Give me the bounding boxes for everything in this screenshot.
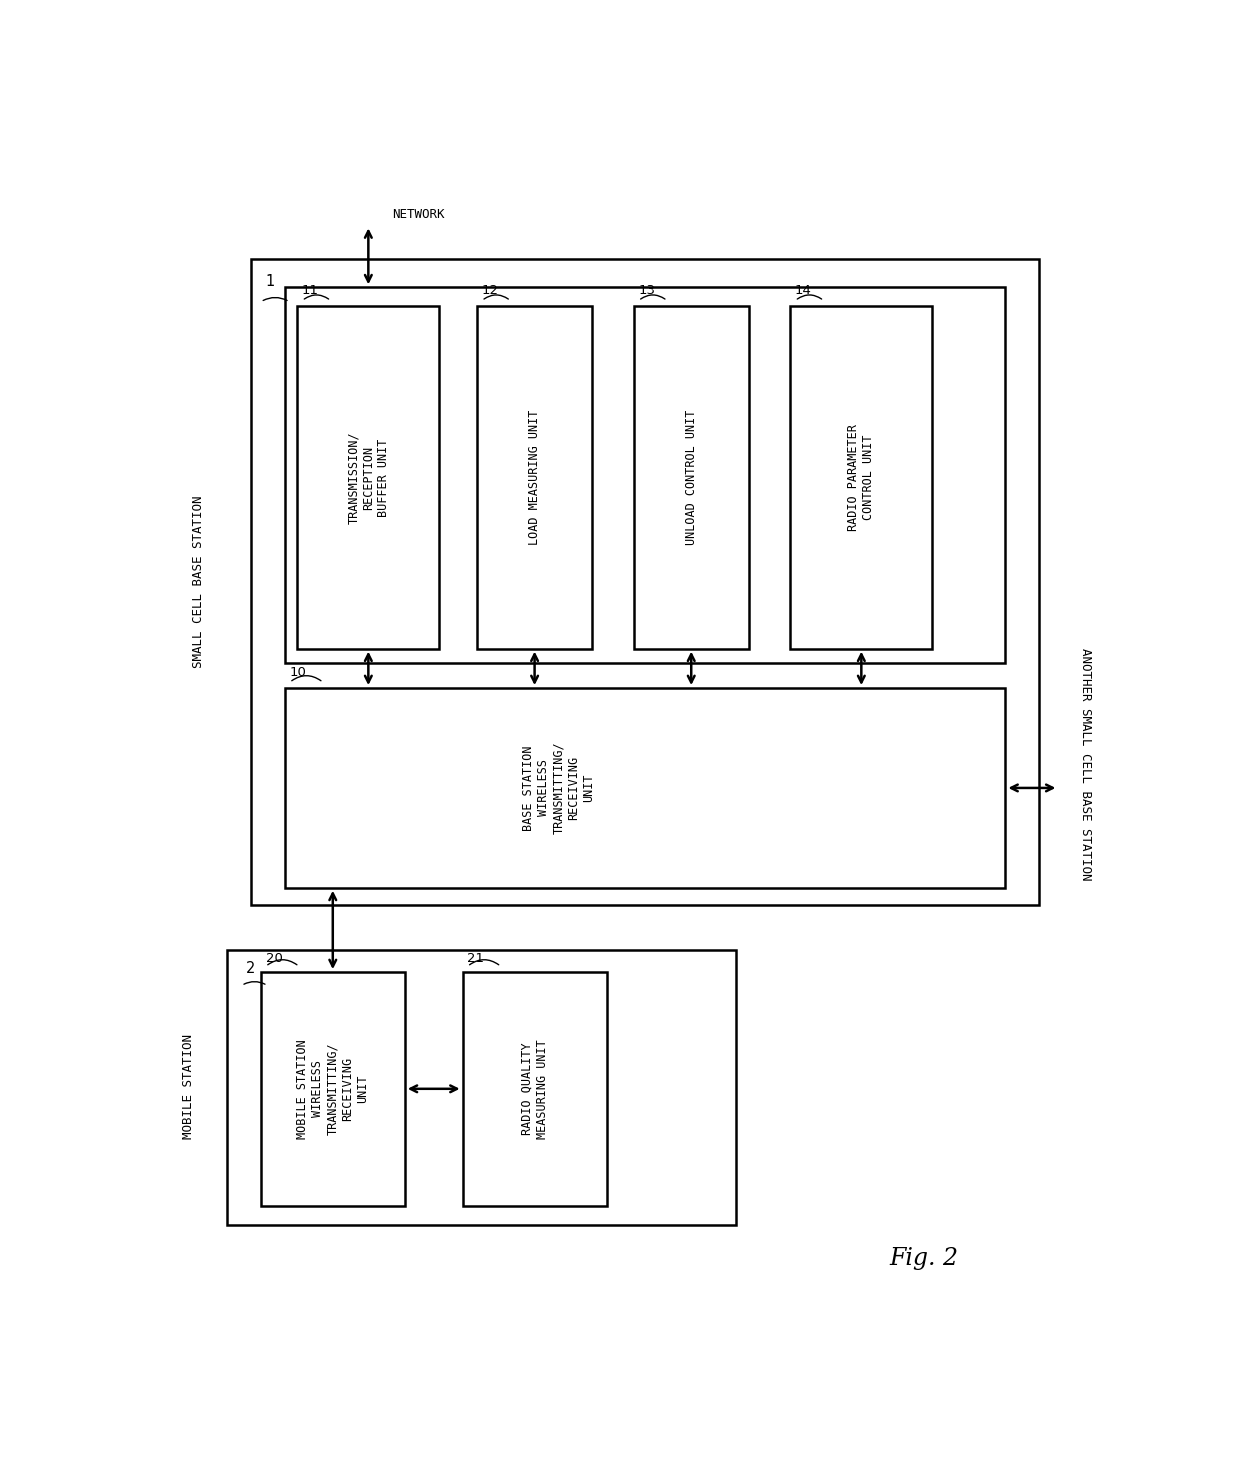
- Text: Fig. 2: Fig. 2: [889, 1247, 959, 1270]
- Text: LOAD MEASURING UNIT: LOAD MEASURING UNIT: [528, 410, 541, 545]
- Text: MOBILE STATION
WIRELESS
TRANSMITTING/
RECEIVING
UNIT: MOBILE STATION WIRELESS TRANSMITTING/ RE…: [296, 1040, 370, 1139]
- Text: RADIO QUALITY
MEASURING UNIT: RADIO QUALITY MEASURING UNIT: [521, 1040, 548, 1139]
- Bar: [285, 688, 1006, 888]
- Bar: [250, 260, 1039, 904]
- Text: 20: 20: [265, 952, 283, 965]
- Text: 1: 1: [265, 274, 275, 289]
- Text: SMALL CELL BASE STATION: SMALL CELL BASE STATION: [192, 496, 205, 668]
- Text: 12: 12: [481, 284, 498, 297]
- Text: 2: 2: [247, 961, 255, 975]
- Bar: [227, 949, 737, 1225]
- Bar: [285, 287, 1006, 663]
- Text: ANOTHER SMALL CELL BASE STATION: ANOTHER SMALL CELL BASE STATION: [1079, 649, 1091, 881]
- Text: BASE STATION
WIRELESS
TRANSMITTING/
RECEIVING
UNIT: BASE STATION WIRELESS TRANSMITTING/ RECE…: [522, 742, 595, 834]
- Bar: [298, 306, 439, 649]
- Text: 21: 21: [467, 952, 485, 965]
- Text: NETWORK: NETWORK: [392, 207, 445, 220]
- Text: MOBILE STATION: MOBILE STATION: [182, 1034, 195, 1139]
- Text: RADIO PARAMETER
CONTROL UNIT: RADIO PARAMETER CONTROL UNIT: [847, 424, 875, 531]
- Text: UNLOAD CONTROL UNIT: UNLOAD CONTROL UNIT: [684, 410, 698, 545]
- Text: 10: 10: [290, 666, 306, 679]
- Bar: [790, 306, 932, 649]
- Bar: [260, 972, 404, 1206]
- Text: 11: 11: [303, 284, 319, 297]
- Text: 13: 13: [639, 284, 656, 297]
- Text: 14: 14: [795, 284, 812, 297]
- Bar: [477, 306, 593, 649]
- Bar: [463, 972, 606, 1206]
- Text: TRANSMISSION/
RECEPTION
BUFFER UNIT: TRANSMISSION/ RECEPTION BUFFER UNIT: [347, 432, 389, 523]
- Bar: [634, 306, 749, 649]
